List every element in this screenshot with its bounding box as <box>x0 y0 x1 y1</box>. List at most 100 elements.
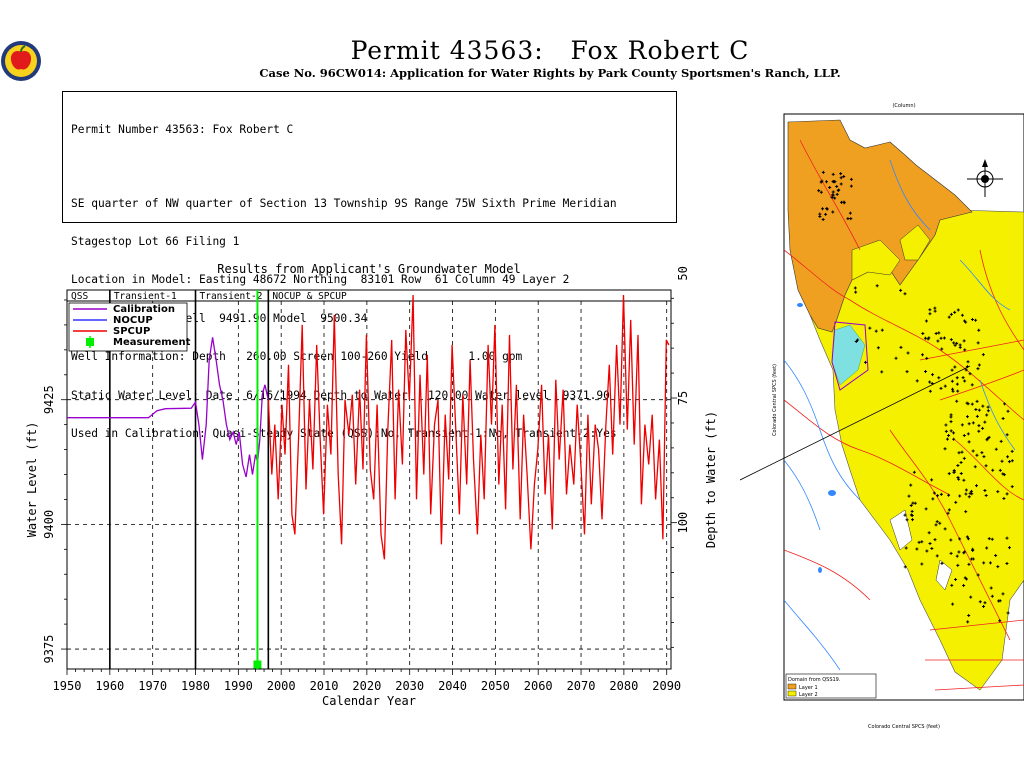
well-marker <box>947 493 951 497</box>
well-marker <box>949 413 953 417</box>
period-label: NOCUP & SPCUP <box>272 291 347 302</box>
well-marker <box>839 182 843 186</box>
well-marker <box>854 340 858 344</box>
well-marker <box>965 415 969 419</box>
well-marker <box>926 337 930 341</box>
well-marker <box>969 489 973 493</box>
well-marker <box>825 180 829 184</box>
well-marker <box>977 363 981 367</box>
well-marker <box>960 313 964 317</box>
info-model-location-line: Location in Model: Easting 48672 Northin… <box>71 273 570 287</box>
well-marker <box>957 451 961 455</box>
well-marker <box>951 602 955 606</box>
well-marker <box>833 196 837 200</box>
well-marker <box>905 370 909 374</box>
well-marker <box>849 217 853 221</box>
well-marker <box>952 468 956 472</box>
well-marker <box>899 345 903 349</box>
well-marker <box>904 546 908 550</box>
well-marker <box>947 433 951 437</box>
well-marker <box>950 583 954 587</box>
lake <box>797 303 803 307</box>
well-marker <box>955 341 959 345</box>
well-marker <box>983 489 987 493</box>
well-marker <box>817 189 821 193</box>
well-marker <box>962 584 966 588</box>
well-marker <box>978 600 982 604</box>
well-marker <box>820 179 824 183</box>
well-marker <box>963 379 967 383</box>
well-marker <box>943 384 947 388</box>
well-marker <box>930 546 934 550</box>
well-marker <box>974 484 978 488</box>
info-calibration-line: Used in Calibration: Quasi-Steady State … <box>71 426 617 440</box>
well-marker <box>936 339 940 343</box>
agency-logo <box>1 41 41 81</box>
well-marker <box>934 523 938 527</box>
well-marker <box>984 494 988 498</box>
well-marker <box>1000 459 1004 463</box>
well-marker <box>854 290 858 294</box>
well-marker <box>977 429 981 433</box>
well-marker <box>928 389 932 393</box>
well-marker <box>958 537 962 541</box>
well-marker <box>988 561 992 565</box>
well-marker <box>969 595 973 599</box>
spcup-series-line <box>267 294 670 560</box>
well-marker <box>947 508 951 512</box>
well-location-pointer <box>740 365 971 481</box>
y-tick-label: 9425 <box>42 385 56 414</box>
x-tick-label: 1960 <box>95 679 124 693</box>
well-marker <box>983 420 987 424</box>
y-tick-label: 9375 <box>42 635 56 664</box>
well-marker <box>905 518 909 522</box>
well-marker <box>998 619 1002 623</box>
well-marker <box>985 413 989 417</box>
layer2-region <box>809 144 1024 691</box>
well-marker <box>935 520 939 524</box>
well-marker <box>983 601 987 605</box>
well-marker <box>974 407 978 411</box>
info-well-information-line: Well Information: Depth 260.00 Screen 10… <box>71 350 523 364</box>
well-marker <box>831 172 835 176</box>
well-marker <box>917 540 921 544</box>
well-marker <box>958 345 962 349</box>
well-marker <box>964 492 968 496</box>
well-marker <box>952 437 956 441</box>
well-marker <box>949 312 953 316</box>
well-marker <box>954 578 958 582</box>
page-subtitle: Case No. 96CW014: Application for Water … <box>259 66 841 80</box>
well-marker <box>976 341 980 345</box>
well-marker <box>842 174 846 178</box>
well-marker <box>951 387 955 391</box>
well-marker <box>959 461 963 465</box>
well-marker <box>958 494 962 498</box>
well-marker <box>962 339 966 343</box>
well-marker <box>831 210 835 214</box>
well-marker <box>1001 472 1005 476</box>
lake <box>828 490 836 496</box>
page-title: Permit 43563: Fox Robert C <box>350 36 750 65</box>
compass-icon <box>967 159 1003 197</box>
layer1-region <box>787 119 973 333</box>
well-marker <box>940 561 944 565</box>
well-marker <box>910 518 914 522</box>
well-marker <box>1001 416 1005 420</box>
well-marker <box>930 478 934 482</box>
x-tick-label: 2050 <box>481 679 510 693</box>
well-marker <box>821 207 825 211</box>
x-tick-label: 2020 <box>352 679 381 693</box>
period-label: Transient-2 <box>200 291 263 302</box>
well-marker <box>911 501 915 505</box>
well-marker <box>966 360 970 364</box>
map-bottom-label: Colorado Central SPCS (feet) <box>868 724 940 730</box>
well-marker <box>962 434 966 438</box>
well-marker <box>996 565 1000 569</box>
well-marker <box>921 331 925 335</box>
x-axis-label: Calendar Year <box>322 694 416 708</box>
well-marker <box>931 497 935 501</box>
well-marker <box>933 538 937 542</box>
well-marker <box>956 308 960 312</box>
well-marker <box>931 373 935 377</box>
well-marker <box>868 326 872 330</box>
